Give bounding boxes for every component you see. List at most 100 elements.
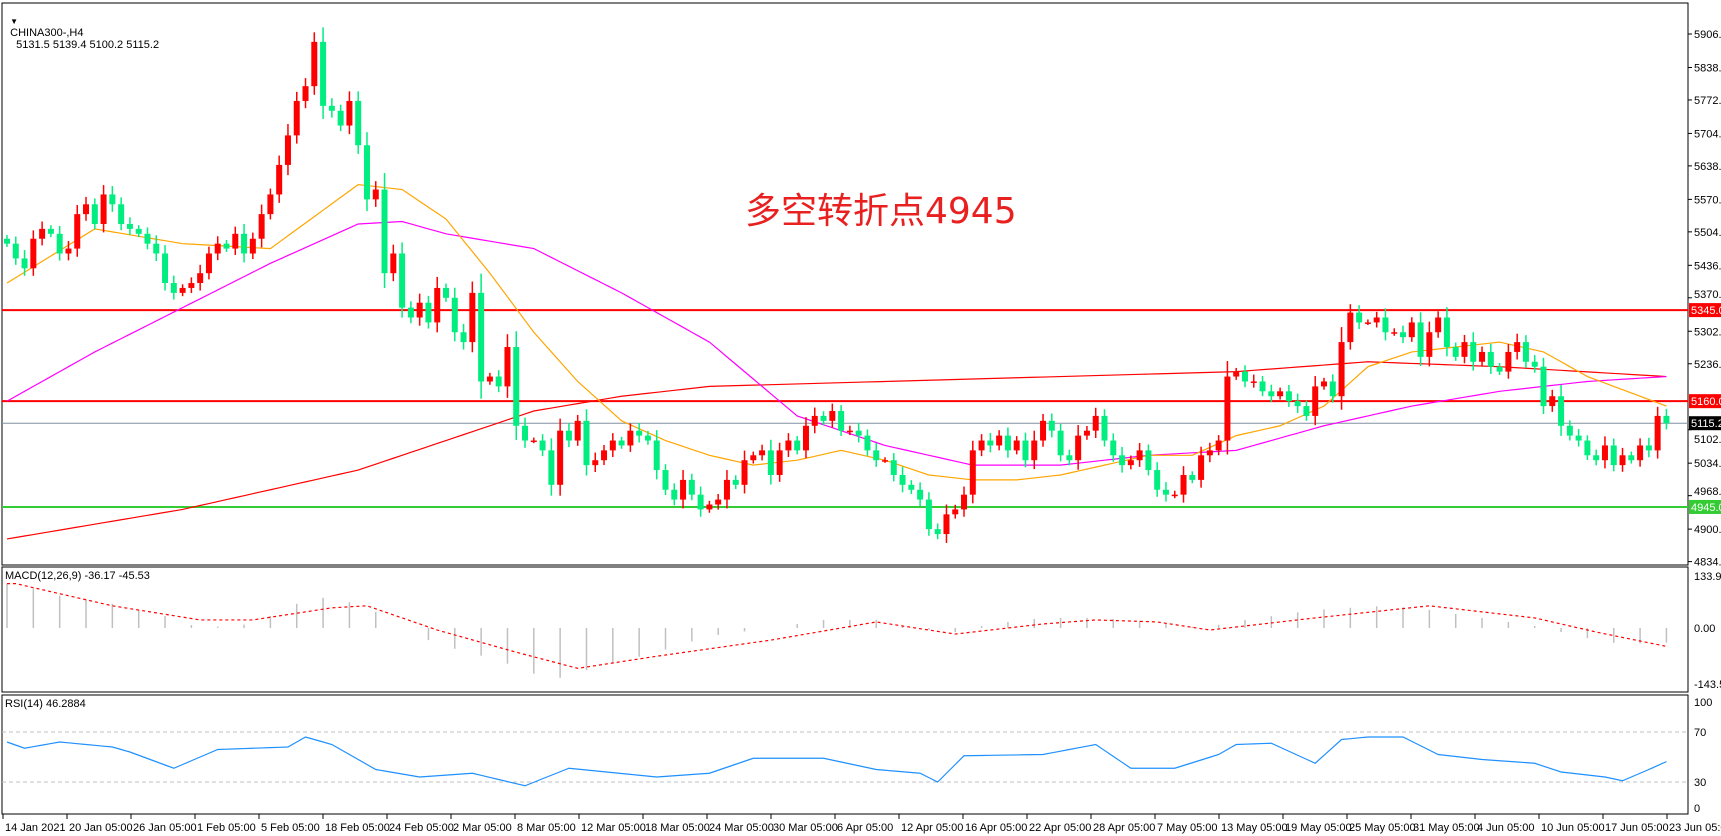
candle bbox=[12, 236, 19, 265]
price-tick-label: 5436.0 bbox=[1694, 260, 1721, 272]
candle bbox=[1136, 442, 1143, 467]
candle bbox=[1610, 438, 1617, 472]
candle-body bbox=[1549, 396, 1556, 407]
candle-body bbox=[390, 253, 397, 274]
candle-body bbox=[1022, 440, 1029, 461]
candle bbox=[882, 457, 888, 463]
time-tick-label: 26 Jan 05:00 bbox=[133, 822, 197, 834]
candle-body bbox=[1075, 435, 1082, 461]
candle bbox=[1013, 436, 1020, 455]
candle-body bbox=[987, 440, 994, 446]
candle-body bbox=[1470, 342, 1477, 362]
price-tick-label: 4968.0 bbox=[1694, 486, 1721, 498]
candle-body bbox=[504, 347, 511, 387]
candle bbox=[469, 281, 476, 353]
candle bbox=[91, 198, 98, 230]
candle bbox=[917, 482, 924, 507]
candle bbox=[1040, 413, 1047, 447]
candle-body bbox=[328, 105, 335, 111]
candle bbox=[1206, 442, 1213, 463]
rsi-plot bbox=[2, 731, 1688, 787]
candle-body bbox=[1101, 415, 1108, 441]
candle-body bbox=[565, 430, 572, 441]
candle bbox=[1663, 408, 1670, 430]
candle bbox=[1338, 327, 1345, 410]
candle bbox=[864, 429, 871, 456]
time-tick-label: 25 May 05:00 bbox=[1349, 822, 1416, 834]
candle bbox=[1364, 319, 1371, 326]
time-tick-label: 6 Apr 05:00 bbox=[837, 822, 893, 834]
candle bbox=[1514, 333, 1521, 360]
candle bbox=[293, 91, 300, 144]
candle bbox=[1575, 428, 1582, 447]
price-tick-label: 5102.0 bbox=[1694, 434, 1721, 446]
candle bbox=[767, 439, 774, 485]
candle bbox=[978, 434, 985, 457]
candle bbox=[592, 452, 599, 473]
candle-body bbox=[91, 204, 98, 224]
candle bbox=[1215, 435, 1222, 456]
candle-body bbox=[126, 223, 133, 229]
candle bbox=[627, 423, 634, 452]
candle-body bbox=[223, 243, 230, 249]
candle-body bbox=[1057, 430, 1064, 456]
candle-body bbox=[232, 233, 239, 249]
candle bbox=[890, 453, 897, 482]
candle-body bbox=[925, 499, 932, 530]
candle-body bbox=[715, 499, 722, 505]
candle-body bbox=[1268, 391, 1275, 397]
candle bbox=[618, 436, 625, 449]
price-tag-label: 5345.0 bbox=[1691, 305, 1721, 317]
candle bbox=[1382, 308, 1389, 341]
candle-body bbox=[680, 479, 687, 500]
candle bbox=[899, 466, 906, 493]
candle-body bbox=[1259, 381, 1266, 392]
candle-body bbox=[381, 189, 388, 274]
candle bbox=[1250, 374, 1257, 388]
candle-body bbox=[1206, 450, 1213, 456]
candle bbox=[1189, 471, 1196, 484]
candle bbox=[1637, 438, 1644, 467]
candle-body bbox=[671, 489, 678, 500]
price-tick-label: 5504.0 bbox=[1694, 227, 1721, 239]
candle-body bbox=[56, 233, 63, 254]
price-tag bbox=[1689, 394, 1721, 409]
candle bbox=[1321, 377, 1327, 390]
candle bbox=[443, 283, 449, 302]
candle bbox=[943, 504, 950, 543]
candle-body bbox=[899, 474, 906, 485]
candle-body bbox=[917, 489, 924, 500]
candle-body bbox=[1162, 489, 1169, 495]
candle-body bbox=[1391, 332, 1398, 334]
candle-body bbox=[1092, 415, 1099, 431]
candle-body bbox=[1321, 381, 1327, 387]
candle-body bbox=[1110, 440, 1117, 456]
candle-body bbox=[434, 287, 441, 323]
time-tick-label: 18 Feb 05:00 bbox=[325, 822, 390, 834]
candle bbox=[1241, 365, 1248, 388]
ma-fast-line bbox=[6, 183, 1667, 481]
candle-body bbox=[135, 228, 142, 234]
candle-body bbox=[30, 238, 37, 269]
candle bbox=[1092, 407, 1099, 438]
candle bbox=[601, 444, 608, 466]
candle bbox=[153, 235, 160, 262]
candle-body bbox=[1417, 322, 1424, 357]
price-tag bbox=[1689, 499, 1721, 514]
candle bbox=[802, 417, 809, 459]
candle bbox=[302, 78, 309, 109]
collapse-triangle-icon[interactable]: ▼ bbox=[10, 17, 19, 26]
candle bbox=[495, 370, 502, 393]
candle-body bbox=[1048, 420, 1055, 431]
time-tick-label: 7 May 05:00 bbox=[1157, 822, 1218, 834]
candle-body bbox=[609, 440, 616, 451]
candle bbox=[30, 230, 37, 276]
candle bbox=[1268, 384, 1275, 403]
candle bbox=[416, 293, 423, 326]
candle-body bbox=[1040, 420, 1047, 441]
candle-body bbox=[1628, 455, 1635, 461]
candle bbox=[1566, 420, 1573, 441]
candle bbox=[188, 277, 195, 294]
candle bbox=[785, 433, 792, 458]
